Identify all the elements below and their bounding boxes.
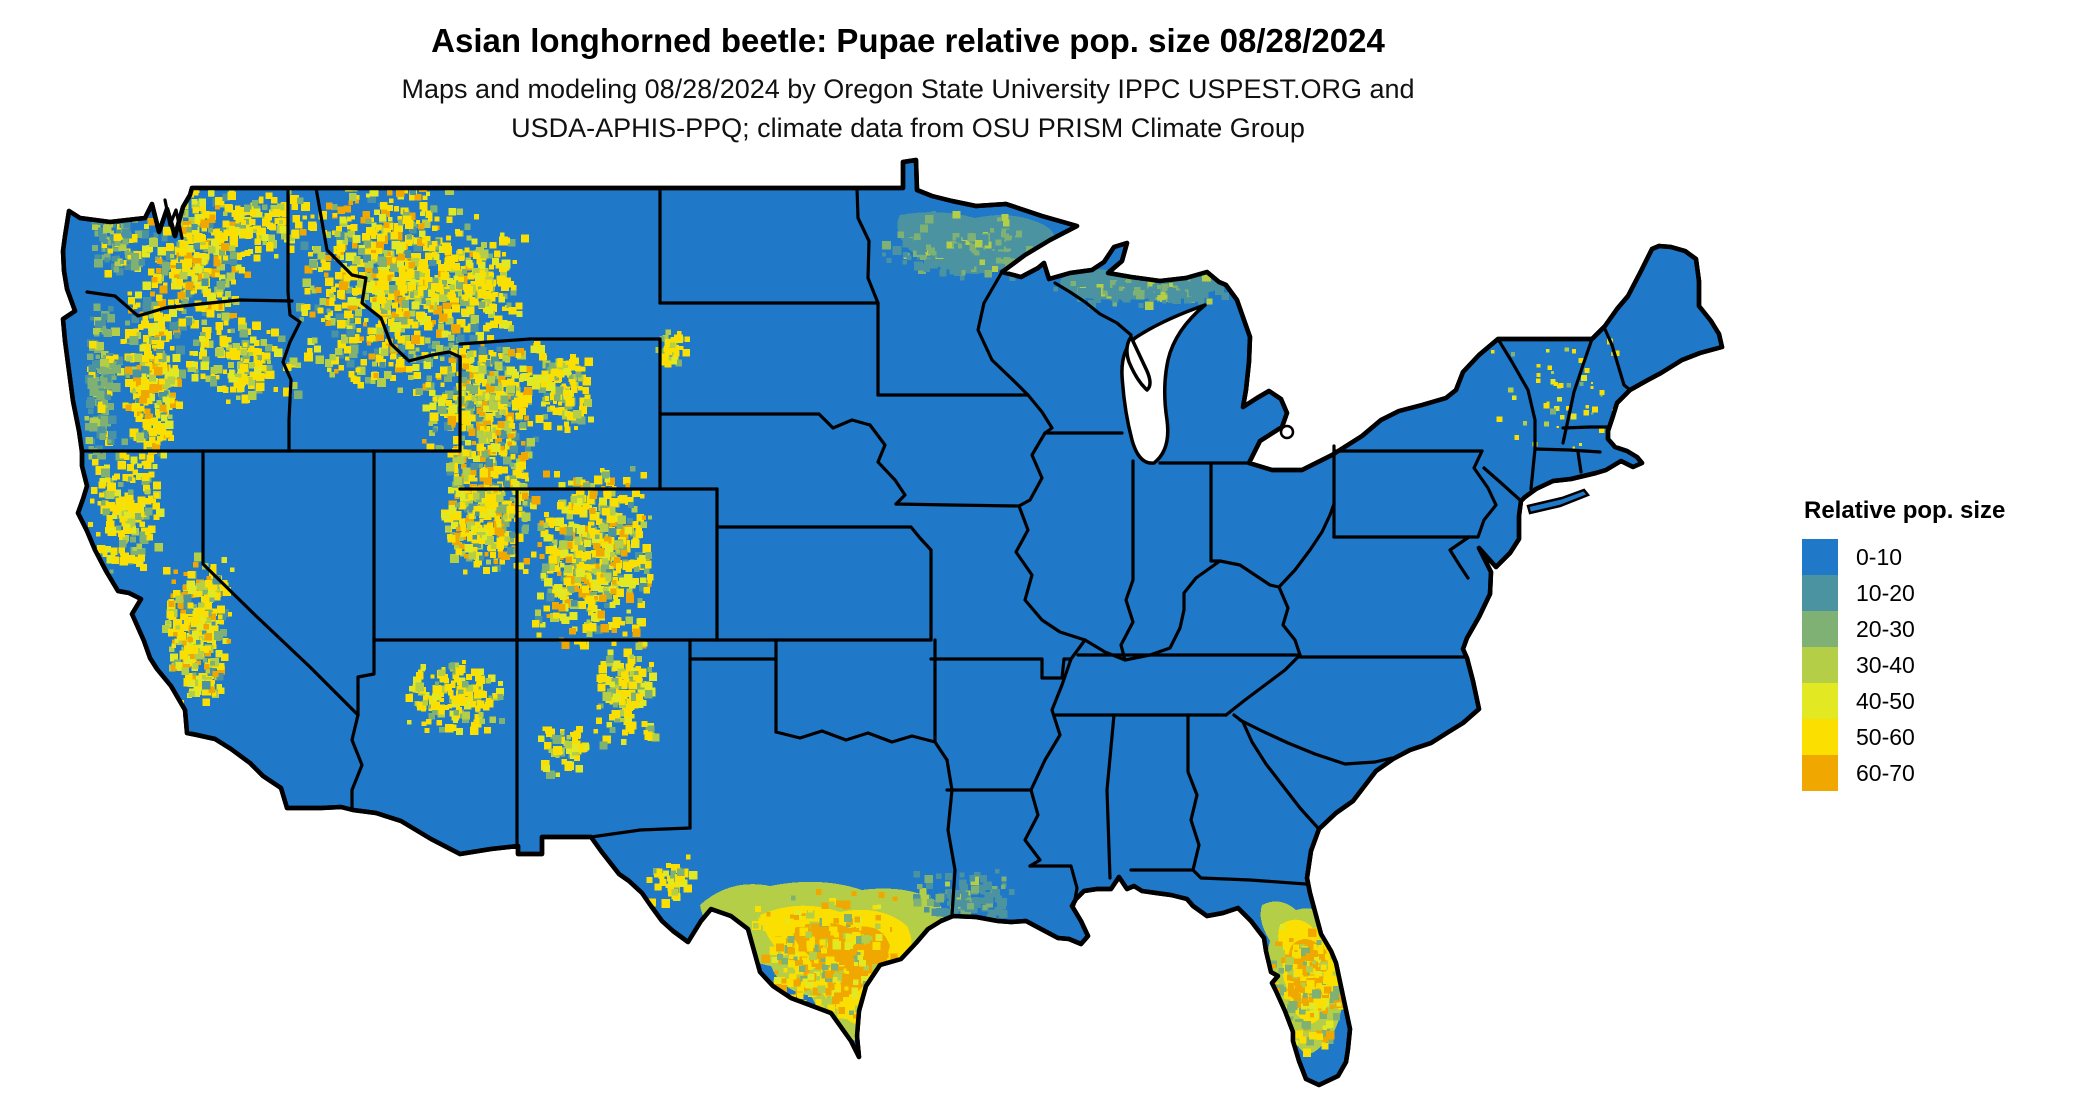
legend: Relative pop. size 0-10 10-20 20-30 30-40 40… bbox=[1802, 497, 2092, 791]
legend-color-swatch bbox=[1802, 719, 1838, 755]
legend-item: 60-70 bbox=[1802, 755, 2092, 791]
legend-label: 10-20 bbox=[1856, 579, 1915, 606]
legend-color-swatch bbox=[1802, 611, 1838, 647]
legend-color-swatch bbox=[1802, 683, 1838, 719]
legend-label: 60-70 bbox=[1856, 759, 1915, 786]
great-lakes bbox=[1120, 303, 1591, 515]
legend-color-swatch bbox=[1802, 647, 1838, 683]
legend-item: 40-50 bbox=[1802, 683, 2092, 719]
state-borders bbox=[60, 157, 1725, 1088]
page-subtitle: Maps and modeling 08/28/2024 by Oregon S… bbox=[0, 70, 1816, 148]
legend-item: 10-20 bbox=[1802, 575, 2092, 611]
legend-label: 50-60 bbox=[1856, 723, 1915, 750]
subtitle-line-2: USDA-APHIS-PPQ; climate data from OSU PR… bbox=[511, 113, 1305, 143]
legend-label: 20-30 bbox=[1856, 615, 1915, 642]
legend-label: 40-50 bbox=[1856, 687, 1915, 714]
legend-item: 0-10 bbox=[1802, 539, 2092, 575]
legend-color-swatch bbox=[1802, 755, 1838, 791]
legend-title: Relative pop. size bbox=[1804, 497, 2006, 524]
page-title: Asian longhorned beetle: Pupae relative … bbox=[431, 22, 1385, 59]
legend-rows: 0-10 10-20 20-30 30-40 40-50 50-60 60-70 bbox=[1802, 539, 2092, 791]
subtitle-line-1: Maps and modeling 08/28/2024 by Oregon S… bbox=[401, 74, 1415, 104]
legend-color-swatch bbox=[1802, 539, 1838, 575]
legend-item: 50-60 bbox=[1802, 719, 2092, 755]
population-raster-layer bbox=[84, 179, 1627, 1057]
legend-item: 20-30 bbox=[1802, 611, 2092, 647]
legend-label: 0-10 bbox=[1856, 543, 1903, 570]
legend-label: 30-40 bbox=[1856, 651, 1915, 678]
legend-item: 30-40 bbox=[1802, 647, 2092, 683]
legend-color-swatch bbox=[1802, 575, 1838, 611]
